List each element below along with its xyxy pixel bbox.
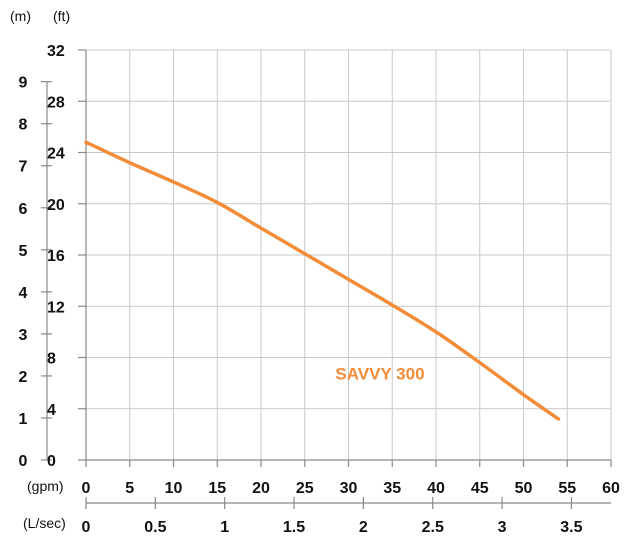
y-tick-label-ft: 4 [47,402,56,419]
series-label: SAVVY 300 [335,364,424,383]
y-tick-label-m: 4 [19,285,28,302]
x-tick-label-lsec: 3 [498,519,507,536]
x-tick-label-gpm: 10 [165,480,183,497]
y-tick-label-m: 5 [19,243,28,260]
y-tick-label-ft: 12 [47,299,65,316]
y-tick-label-ft: 8 [47,351,56,368]
x-tick-label-lsec: 1 [220,519,229,536]
grid [86,49,612,460]
y-unit-ft: (ft) [53,8,70,24]
x-tick-label-gpm: 45 [471,480,489,497]
x-tick-label-gpm: 15 [208,480,226,497]
y-tick-label-m: 1 [19,411,28,428]
y-tick-label-ft: 28 [47,94,65,111]
y-tick-label-m: 3 [19,327,28,344]
x-tick-label-gpm: 0 [82,480,91,497]
x-tick-label-lsec: 1.5 [283,519,305,536]
x-tick-label-gpm: 25 [296,480,314,497]
y-tick-label-m: 0 [19,453,28,470]
y-tick-label-ft: 0 [47,453,56,470]
x-tick-label-lsec: 0.5 [144,519,166,536]
y-unit-m: (m) [10,8,31,24]
y-tick-label-ft: 16 [47,248,65,265]
y-tick-label-ft: 20 [47,197,65,214]
x-tick-label-gpm: 55 [558,480,576,497]
series: SAVVY 300 [84,140,561,421]
x-tick-label-gpm: 35 [383,480,401,497]
x-tick-label-gpm: 5 [125,480,134,497]
y-tick-label-m: 9 [19,75,28,92]
x-tick-label-gpm: 50 [515,480,533,497]
x-tick-label-lsec: 2.5 [422,519,444,536]
x-unit-lsec: (L/sec) [23,515,66,531]
x-tick-label-gpm: 60 [602,480,620,497]
y-tick-label-m: 2 [19,369,28,386]
x-tick-label-lsec: 2 [359,519,368,536]
series-line-savvy-300 [84,140,561,421]
x-tick-label-gpm: 40 [427,480,445,497]
x-tick-label-gpm: 20 [252,480,270,497]
x-unit-gpm: (gpm) [27,478,64,494]
y-tick-label-ft: 32 [47,43,65,60]
x-tick-label-gpm: 30 [340,480,358,497]
y-tick-label-m: 8 [19,117,28,134]
x-tick-label-lsec: 3.5 [560,519,582,536]
y-tick-label-ft: 24 [47,146,65,163]
axes [41,49,612,509]
x-tick-label-lsec: 0 [82,519,91,536]
y-tick-label-m: 6 [19,201,28,218]
y-tick-label-m: 7 [19,159,28,176]
